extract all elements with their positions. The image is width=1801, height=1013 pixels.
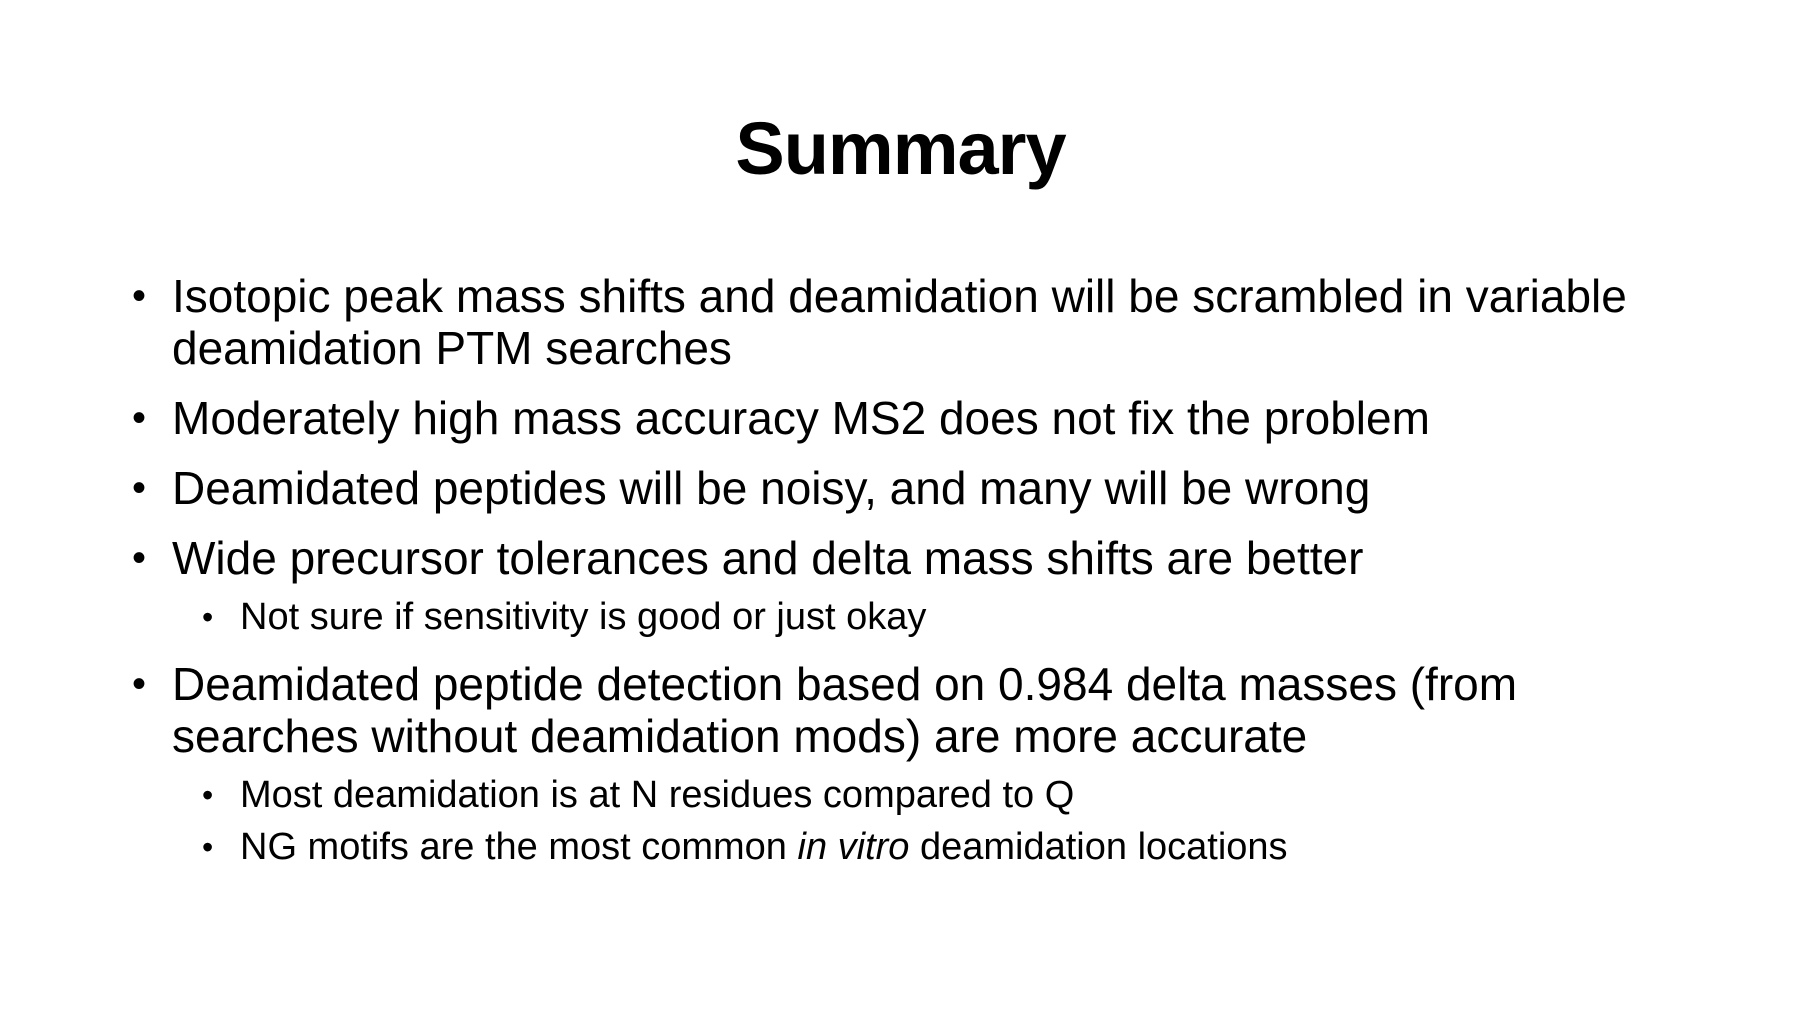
list-item: • Isotopic peak mass shifts and deamidat… [132,270,1692,374]
bullet-list: • Isotopic peak mass shifts and deamidat… [132,270,1692,888]
list-item-text: Isotopic peak mass shifts and deamidatio… [172,270,1627,374]
list-item-text: Deamidated peptide detection based on 0.… [172,658,1518,762]
sub-bullet-list: • Most deamidation is at N residues comp… [172,772,1692,870]
sub-list-item-text-before: NG motifs are the most common [240,826,798,868]
sub-list-item: • Most deamidation is at N residues comp… [202,772,1692,818]
list-item-text: Deamidated peptides will be noisy, and m… [172,462,1371,514]
list-item: • Wide precursor tolerances and delta ma… [132,532,1692,640]
sub-bullet-icon: • [202,829,214,865]
sub-bullet-icon: • [202,599,214,635]
sub-list-item-text: Most deamidation is at N residues compar… [240,774,1075,816]
sub-list-item-text: Not sure if sensitivity is good or just … [240,596,927,638]
bullet-icon: • [132,274,147,318]
list-item: • Moderately high mass accuracy MS2 does… [132,392,1692,444]
sub-list-item: • Not sure if sensitivity is good or jus… [202,594,1692,640]
bullet-icon: • [132,536,147,580]
sub-list-item-text-after: deamidation locations [909,826,1288,868]
bullet-icon: • [132,396,147,440]
slide-title: Summary [735,107,1066,190]
list-item-text: Moderately high mass accuracy MS2 does n… [172,392,1430,444]
bullet-icon: • [132,466,147,510]
list-item: • Deamidated peptide detection based on … [132,658,1692,870]
sub-list-item: • NG motifs are the most common in vitro… [202,824,1692,870]
sub-list-item-text-italic: in vitro [797,826,910,868]
sub-bullet-icon: • [202,777,214,813]
sub-bullet-list: • Not sure if sensitivity is good or jus… [172,594,1692,640]
list-item: • Deamidated peptides will be noisy, and… [132,462,1692,514]
bullet-icon: • [132,662,147,706]
list-item-text: Wide precursor tolerances and delta mass… [172,532,1364,584]
